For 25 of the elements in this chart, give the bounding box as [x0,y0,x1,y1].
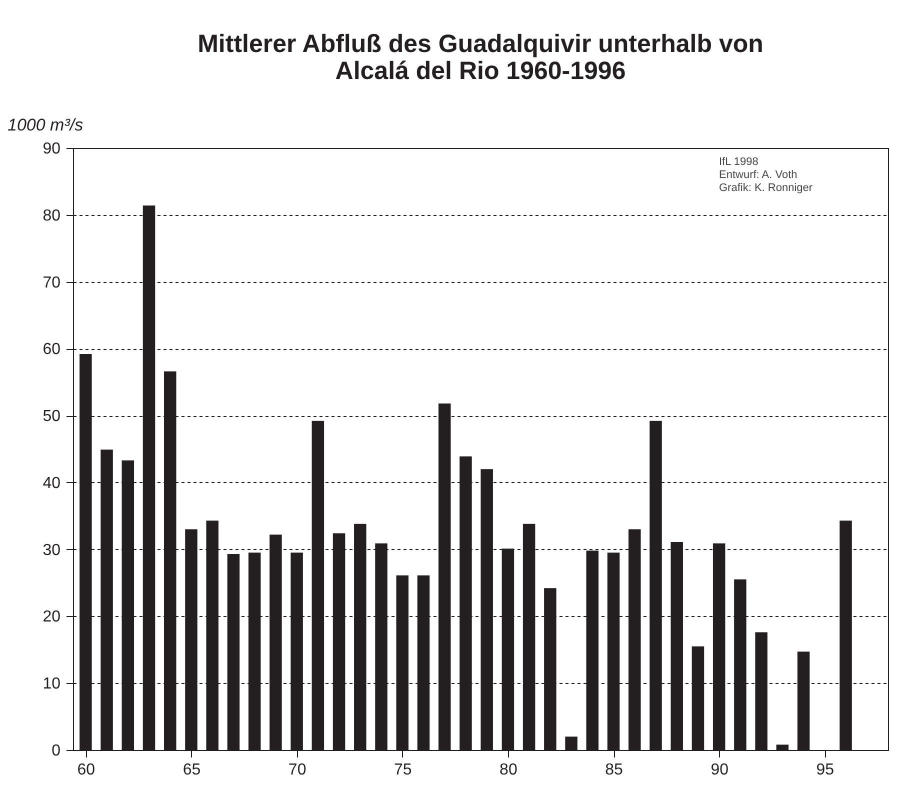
x-tick-label: 95 [816,762,834,778]
annotation: IfL 1998 [719,156,758,168]
x-tick-label: 90 [710,762,729,778]
annotation: Entwurf: A. Voth [719,169,798,181]
y-tick-label: 60 [42,341,61,358]
y-tick-label: 0 [52,742,61,760]
x-tick-label: 70 [288,762,306,778]
y-tick-label: 50 [42,408,61,426]
bar [776,744,789,750]
y-tick-label: 70 [42,274,61,292]
y-tick-label: 20 [42,608,61,626]
y-tick-label: 90 [42,140,61,158]
x-tick-label: 85 [605,762,624,778]
x-tick-label: 80 [500,762,518,778]
x-tick-label: 60 [77,762,96,778]
annotation: Grafik: K. Ronniger [719,182,813,194]
x-tick-label: 75 [394,762,412,778]
chart-title: Mittlerer Abfluß des Guadalquivir unterhalb von Alcalá del Rio 1960-1996 [198,30,764,85]
y-tick-label: 10 [42,676,61,693]
y-tick-label: 80 [42,207,61,224]
y-axis-title: 1000 m³/s [8,116,84,134]
y-tick-label: 30 [42,542,61,559]
x-tick-label: 65 [182,762,201,778]
y-tick-label: 40 [42,474,61,492]
bar [565,736,578,750]
